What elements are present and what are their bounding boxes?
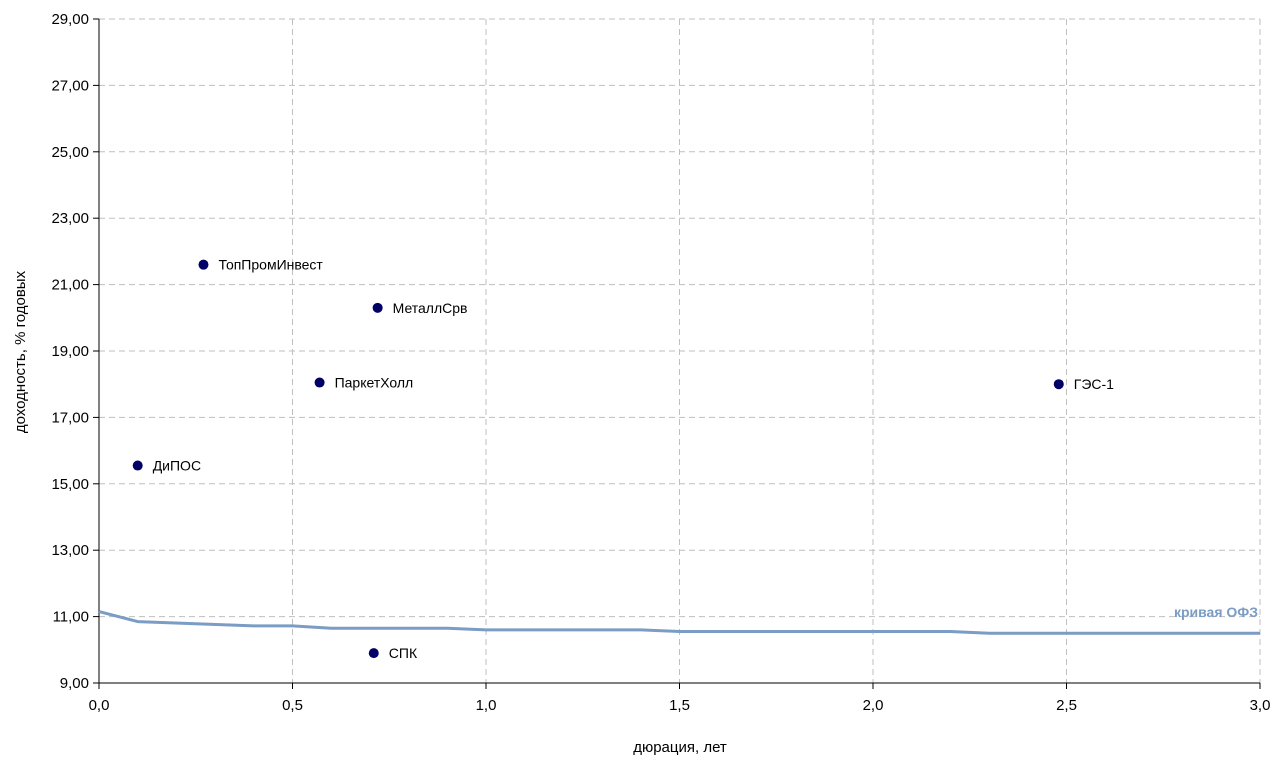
x-tick-label: 1,5 (669, 697, 690, 714)
data-point (372, 302, 383, 313)
x-tick-label: 2,0 (863, 697, 884, 714)
y-tick-label: 15,00 (51, 476, 89, 493)
y-tick-label: 11,00 (53, 609, 89, 626)
y-tick-label: 29,00 (51, 11, 89, 28)
data-point (132, 460, 143, 471)
data-point-label: ДиПОС (153, 458, 201, 474)
data-point-label: ПаркетХолл (335, 375, 414, 391)
y-axis-title: доходность, % годовых (12, 270, 29, 433)
point-layer: ТопПромИнвест МеталлСрв ПаркетХолл ГЭС-1 ДиП… (132, 257, 1114, 661)
data-point (368, 648, 379, 659)
axis-layer: 9,00 11,00 13,00 15,00 17,00 19,00 21,00 23,00 2… (51, 11, 1270, 714)
data-point-label: ГЭС-1 (1074, 376, 1114, 392)
x-tick-label: 0,5 (282, 697, 303, 714)
data-point-label: ТопПромИнвест (218, 257, 323, 273)
y-tick-label: 25,00 (51, 144, 89, 161)
y-tick-label: 23,00 (51, 210, 89, 227)
curve-layer: кривая ОФЗ (98, 604, 1260, 635)
x-axis-title: дюрация, лет (633, 739, 727, 756)
x-tick-label: 0,0 (89, 697, 110, 714)
y-tick-label: 13,00 (51, 542, 89, 559)
x-tick-label: 2,5 (1056, 697, 1077, 714)
grid-layer (99, 18, 1261, 683)
y-tick-label: 17,00 (51, 409, 89, 426)
data-point (1053, 379, 1064, 390)
x-tick-label: 3,0 (1250, 697, 1271, 714)
data-point (198, 259, 209, 270)
x-tick-label: 1,0 (476, 697, 497, 714)
ofz-curve-label: кривая ОФЗ (1174, 604, 1258, 620)
data-point-label: МеталлСрв (393, 300, 468, 316)
y-tick-label: 27,00 (51, 77, 89, 94)
y-tick-label: 21,00 (51, 277, 89, 294)
ofz-curve-line (98, 610, 1260, 635)
data-point-label: СПК (389, 645, 418, 661)
y-tick-label: 19,00 (51, 343, 89, 360)
data-point (314, 377, 325, 388)
y-tick-label: 9,00 (60, 675, 89, 692)
